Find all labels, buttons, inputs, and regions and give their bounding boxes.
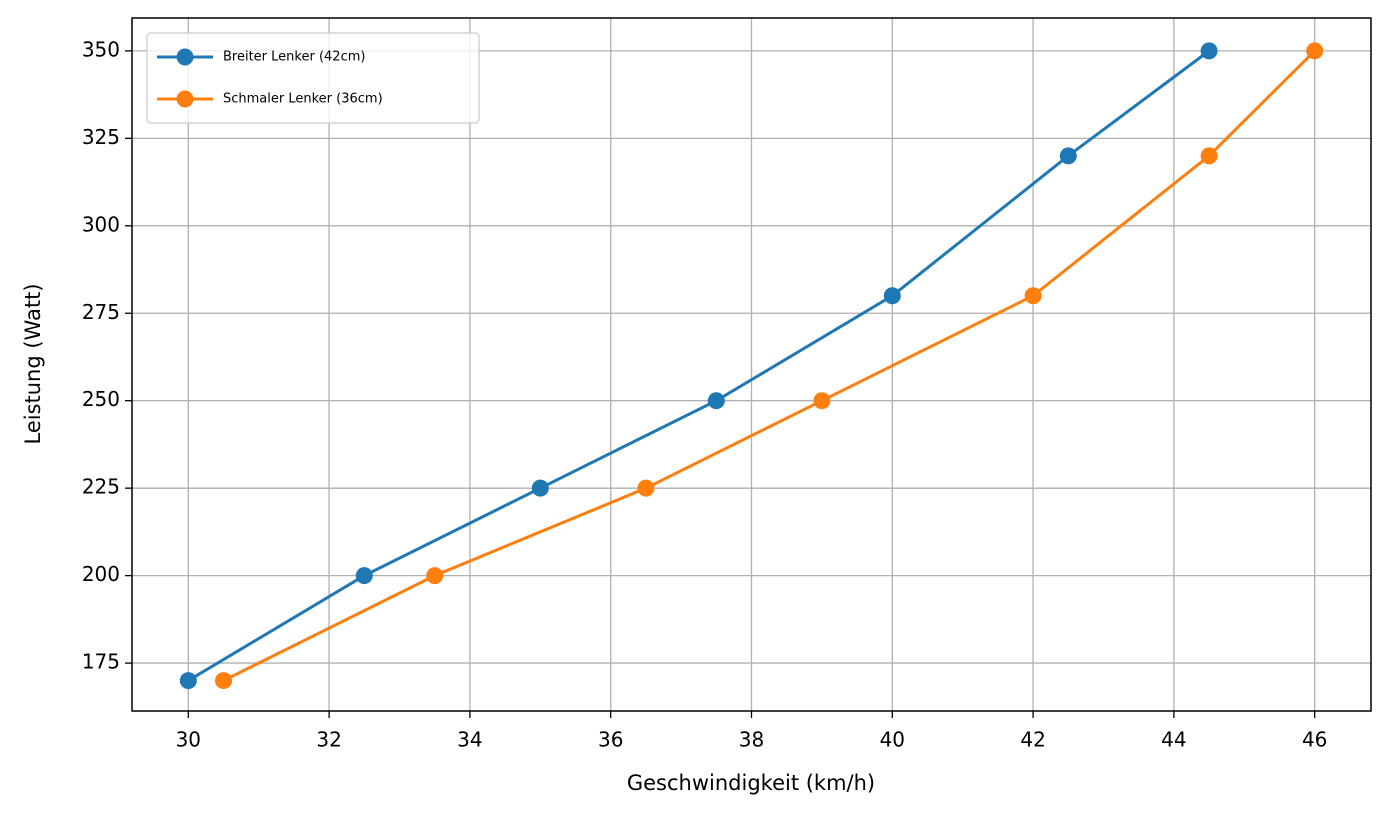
x-tick-label: 46 [1302,728,1327,752]
y-axis-label: Leistung (Watt) [21,283,45,444]
x-tick-label: 44 [1161,728,1186,752]
y-tick-label: 325 [82,125,120,149]
x-tick-label: 30 [176,728,201,752]
x-tick-label: 36 [598,728,623,752]
y-tick-label: 250 [82,387,120,411]
x-tick-label: 40 [880,728,905,752]
series-line [187,49,1210,682]
data-point [1200,42,1218,60]
data-point [531,479,549,497]
legend-frame [146,32,480,124]
legend: Breiter Lenker (42cm) Schmaler Lenker (36… [146,32,480,124]
x-tick-label: 42 [1020,728,1045,752]
x-axis-label: Geschwindigkeit (km/h) [627,771,875,795]
data-point [426,567,444,585]
data-point [883,287,901,305]
legend-marker [176,48,194,66]
data-point [813,392,831,410]
legend-marker [176,90,194,108]
y-tick-label: 200 [82,562,120,586]
data-point [707,392,725,410]
data-point [179,672,197,690]
x-tick-label: 34 [457,728,482,752]
y-tick-label: 350 [82,37,120,61]
y-tick-label: 175 [82,650,120,674]
x-tick-label: 32 [316,728,341,752]
plot-frame [131,17,1372,712]
y-tick-label: 225 [82,475,120,499]
data-point [215,672,233,690]
data-point [1200,147,1218,165]
data-point [1306,42,1324,60]
x-tick-label: 38 [739,728,764,752]
legend-label: Schmaler Lenker (36cm) [223,92,383,107]
data-point [637,479,655,497]
data-point [1059,147,1077,165]
legend-label: Breiter Lenker (42cm) [223,50,365,65]
y-tick-label: 275 [82,300,120,324]
y-tick-label: 300 [82,212,120,236]
series-line [222,49,1316,682]
data-point [1024,287,1042,305]
data-point [355,567,373,585]
